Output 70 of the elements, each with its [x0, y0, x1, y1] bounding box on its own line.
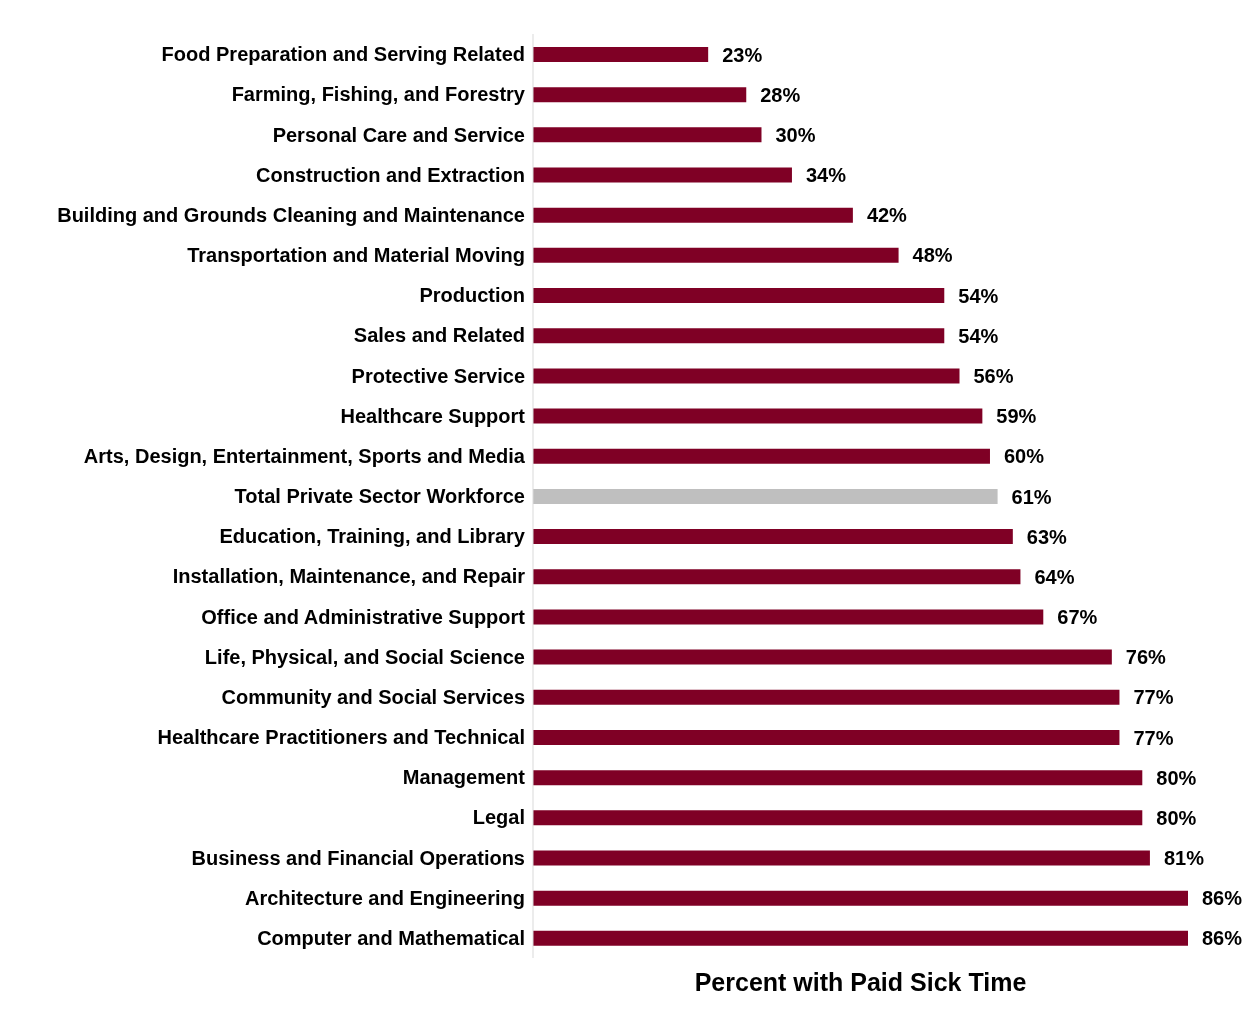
y-tick-label: Computer and Mathematical	[257, 927, 525, 950]
y-tick-label: Healthcare Support	[340, 404, 526, 427]
data-label: 48%	[912, 244, 953, 267]
bar	[533, 649, 1112, 665]
x-axis-title: Percent with Paid Sick Time	[693, 968, 1028, 997]
data-label: 61%	[1011, 485, 1052, 508]
y-tick-label: Sales and Related	[353, 324, 525, 347]
data-label: 34%	[805, 164, 847, 187]
data-label: 67%	[1057, 606, 1098, 629]
y-tick-label: Healthcare Practitioners and Technical	[157, 726, 525, 749]
y-tick-label: Community and Social Services	[221, 685, 525, 708]
data-label: 86%	[1202, 927, 1243, 950]
bar	[533, 328, 945, 344]
data-label: 54%	[958, 284, 999, 307]
bar	[533, 47, 709, 62]
y-tick-label: Life, Physical, and Social Science	[204, 645, 525, 668]
y-tick-label: Building and Grounds Cleaning and Maintenance	[57, 203, 525, 226]
y-tick-label: Total Private Sector Workforce	[234, 485, 525, 508]
y-tick-label: Farming, Fishing, and Forestry	[231, 83, 526, 106]
bar	[533, 247, 899, 263]
bar	[533, 408, 983, 424]
y-tick-label: Management	[402, 766, 526, 789]
bar	[533, 810, 1143, 826]
bar	[533, 167, 792, 183]
bar	[533, 368, 960, 384]
data-label: 80%	[1156, 806, 1197, 829]
y-tick-label: Business and Financial Operations	[191, 846, 525, 869]
data-label: 30%	[775, 123, 816, 146]
bar	[533, 569, 1021, 585]
y-tick-label: Architecture and Engineering	[244, 886, 525, 909]
bar	[533, 288, 945, 304]
bar	[533, 729, 1120, 745]
y-tick-label: Installation, Maintenance, and Repair	[172, 565, 526, 588]
y-tick-label: Protective Service	[351, 364, 525, 387]
data-label: 63%	[1026, 525, 1068, 548]
data-label: 81%	[1163, 847, 1205, 870]
y-tick-label: Production	[419, 284, 525, 307]
bar	[533, 609, 1044, 625]
bar	[533, 930, 1188, 946]
data-label: 76%	[1125, 646, 1167, 669]
data-label: 80%	[1156, 766, 1197, 789]
data-label: 64%	[1034, 565, 1075, 588]
bar	[533, 488, 998, 504]
y-tick-label: Office and Administrative Support	[201, 605, 526, 628]
data-label: 86%	[1202, 887, 1243, 910]
data-label: 59%	[996, 405, 1037, 428]
bar	[533, 207, 853, 223]
y-tick-label: Legal	[472, 806, 525, 829]
data-label: 54%	[958, 324, 999, 347]
data-label: 42%	[866, 204, 908, 227]
bar	[533, 448, 990, 464]
bar	[533, 850, 1150, 866]
bar	[533, 890, 1188, 906]
y-tick-label: Personal Care and Service	[272, 123, 525, 146]
data-label: 60%	[1003, 445, 1045, 468]
y-tick-label: Arts, Design, Entertainment, Sports and Media	[83, 444, 526, 467]
bar	[533, 689, 1120, 705]
data-label: 56%	[973, 364, 1014, 387]
data-label: 77%	[1133, 686, 1174, 709]
data-label: 23%	[722, 43, 763, 66]
bar	[533, 87, 747, 103]
y-tick-label: Food Preparation and Serving Related	[161, 43, 525, 66]
bar	[533, 529, 1013, 545]
bar	[533, 127, 762, 143]
y-tick-label: Education, Training, and Library	[219, 525, 526, 548]
y-tick-label: Transportation and Material Moving	[187, 244, 525, 267]
data-label: 77%	[1133, 726, 1174, 749]
y-tick-label: Construction and Extraction	[256, 163, 525, 186]
bar	[533, 770, 1143, 786]
data-label: 28%	[760, 83, 801, 106]
